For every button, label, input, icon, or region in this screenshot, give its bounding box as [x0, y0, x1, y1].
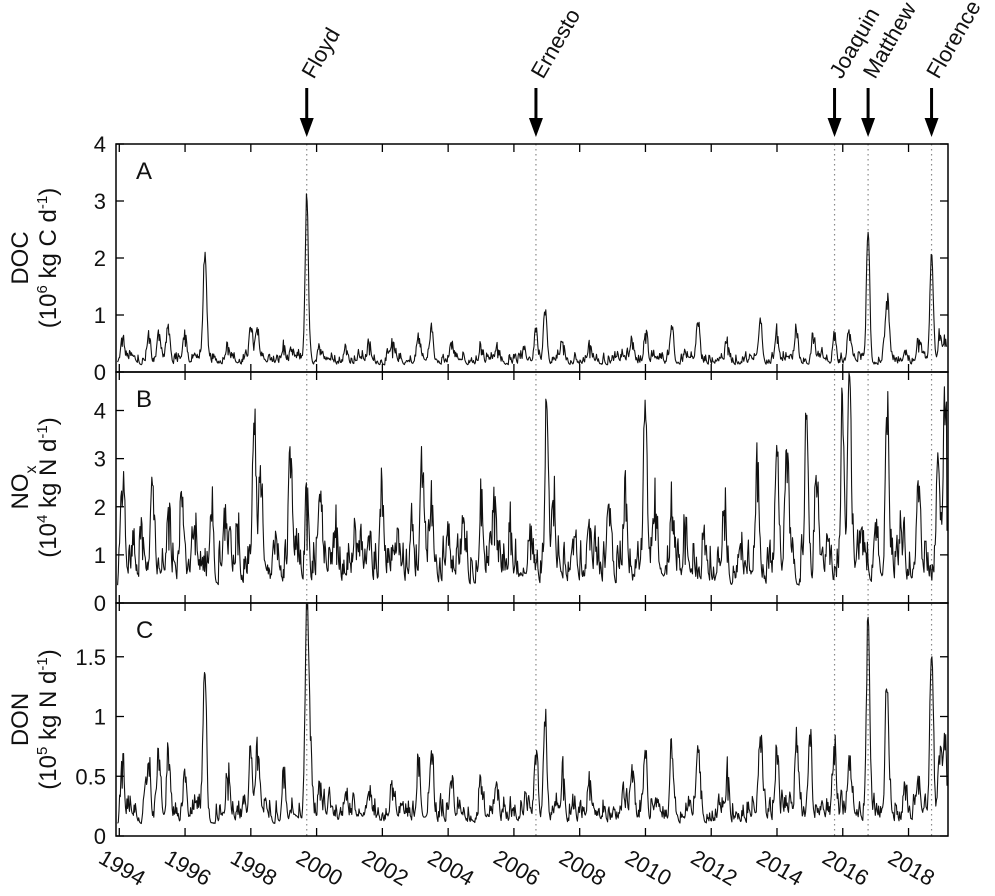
panels: 0 1 2 3 4 A DOC(106 kg C d-1) 0 1 2 3 4 B NOx(104 kg …	[7, 132, 949, 849]
series-line-a	[117, 193, 948, 366]
x-tick-label: 2012	[687, 845, 742, 891]
y-tick-label: 2	[94, 495, 106, 520]
x-tick-label: 1994	[95, 845, 150, 891]
panel-frame	[115, 143, 949, 373]
series-line-b	[117, 372, 948, 586]
y-tick-label: 1.5	[75, 645, 106, 670]
panel-a: 0 1 2 3 4 A DOC(106 kg C d-1)	[7, 132, 949, 385]
panel-frame	[115, 602, 949, 837]
x-tick-label: 2008	[555, 845, 610, 891]
x-tick-label: 1998	[226, 845, 281, 891]
y-tick-label: 4	[94, 399, 106, 424]
series-line-c	[117, 603, 948, 825]
event-marker-florence: Florence	[921, 0, 986, 836]
x-axis: 1994 1996 1998 2000 2002 2004 2006 2008 2010 2012…	[95, 845, 939, 891]
panel-letter: C	[136, 617, 153, 644]
y-tick-label: 0	[94, 824, 106, 849]
y-axis-label-line2: (104 kg N d-1)	[34, 417, 62, 557]
event-label: Floyd	[296, 23, 345, 82]
y-tick-label: 0	[94, 591, 106, 616]
y-axis-label-line1: DON	[7, 693, 34, 746]
y-tick-label: 4	[94, 132, 106, 157]
y-tick-label: 1	[94, 303, 106, 328]
x-tick-label: 2018	[884, 845, 939, 891]
y-tick-label: 3	[94, 447, 106, 472]
y-tick-label: 2	[94, 246, 106, 271]
event-marker-ernesto: Ernesto	[526, 4, 586, 836]
x-tick-label: 2002	[358, 845, 413, 891]
panel-c: 0 0.5 1 1.5 C DON(105 kg N d-1)	[7, 602, 949, 849]
y-axis-label-line2: (105 kg N d-1)	[34, 649, 62, 789]
event-arrow-head	[528, 118, 543, 137]
y-axis-label-line1: DOC	[7, 231, 34, 284]
event-marker-joaquin: Joaquin	[824, 3, 884, 836]
event-label: Ernesto	[526, 4, 586, 82]
event-marker-floyd: Floyd	[296, 23, 345, 836]
y-tick-label: 0	[94, 360, 106, 385]
y-axis-label-line1: NOx	[7, 466, 40, 510]
event-arrow-head	[299, 118, 314, 137]
x-tick-label: 2006	[489, 845, 544, 891]
panel-letter: A	[136, 158, 152, 185]
panel-letter: B	[136, 386, 152, 413]
y-tick-label: 1	[94, 705, 106, 730]
panel-b: 0 1 2 3 4 B NOx(104 kg N d-1)	[7, 371, 949, 616]
event-marker-matthew: Matthew	[858, 0, 921, 836]
x-tick-label: 2010	[621, 845, 676, 891]
x-tick-label: 2004	[424, 845, 479, 891]
x-tick-label: 1996	[161, 845, 216, 891]
y-tick-label: 1	[94, 543, 106, 568]
x-tick-label: 2016	[818, 845, 873, 891]
event-arrow-head	[861, 118, 876, 137]
event-arrow-head	[827, 118, 842, 137]
event-label: Florence	[921, 0, 985, 82]
x-tick-label: 2000	[292, 845, 347, 891]
y-axis-label-line2: (106 kg C d-1)	[34, 188, 62, 328]
x-tick-label: 2014	[752, 845, 807, 891]
event-arrow-head	[924, 118, 939, 137]
y-tick-label: 3	[94, 189, 106, 214]
y-tick-label: 0.5	[75, 764, 106, 789]
